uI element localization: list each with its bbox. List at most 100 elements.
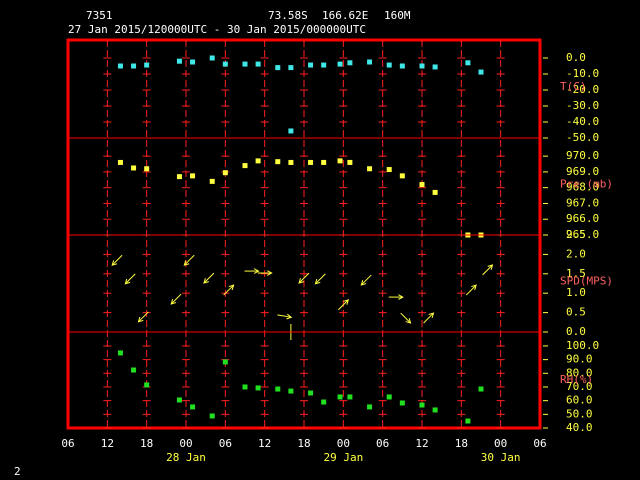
wind-arrow	[170, 293, 182, 305]
point	[308, 390, 314, 396]
date-label: 30 Jan	[481, 451, 521, 464]
point	[288, 128, 294, 134]
y-tick-label: 966.0	[566, 212, 599, 225]
point	[308, 159, 314, 165]
point	[465, 418, 471, 424]
point	[432, 189, 438, 195]
point	[242, 61, 248, 67]
point	[209, 413, 215, 419]
wind-arrow	[400, 312, 412, 324]
arrow-part	[314, 278, 321, 285]
date-label: 28 Jan	[166, 451, 206, 464]
x-tick-label: 06	[376, 437, 389, 450]
arrow-part	[183, 254, 195, 266]
point	[321, 399, 327, 405]
y-tick-label: 1.5	[566, 267, 586, 280]
wind-arrow	[482, 264, 494, 276]
arrow-part	[183, 260, 190, 266]
arrow-part	[286, 313, 293, 320]
wind-arrow	[277, 313, 293, 320]
arrow-part	[277, 314, 292, 318]
x-tick-label: 00	[494, 437, 507, 450]
y-tick-label: 0.5	[566, 306, 586, 319]
x-tick-label: 06	[533, 437, 546, 450]
y-tick-label: 0.0	[566, 325, 586, 338]
point	[419, 402, 425, 408]
point	[117, 63, 123, 69]
wind-arrow	[298, 272, 310, 284]
point	[176, 397, 182, 403]
point	[255, 158, 261, 164]
arrow-part	[223, 284, 234, 296]
point	[190, 404, 196, 410]
point	[242, 163, 248, 169]
x-tick-label: 06	[219, 437, 232, 450]
y-tick-label: 100.0	[566, 339, 599, 352]
x-tick-label: 12	[415, 437, 428, 450]
point	[275, 386, 281, 392]
wind-arrow	[465, 284, 477, 296]
arrow-part	[228, 284, 235, 291]
point	[144, 62, 150, 68]
arrow-part	[315, 273, 326, 285]
arrow-part	[400, 312, 411, 324]
point	[386, 62, 392, 68]
point	[288, 159, 294, 165]
latitude: 73.58S	[268, 9, 308, 22]
y-tick-label: 1.0	[566, 286, 586, 299]
point	[399, 400, 405, 406]
point	[367, 404, 373, 410]
arrow-part	[465, 284, 477, 296]
arrow-part	[343, 299, 350, 305]
wind-arrow	[223, 284, 235, 296]
point	[347, 159, 353, 165]
point	[347, 394, 353, 400]
arrow-part	[138, 311, 149, 323]
arrow-part	[428, 312, 435, 319]
y-tick-label: 967.0	[566, 196, 599, 209]
y-tick-label: 50.0	[566, 407, 593, 420]
y-tick-label: 70.0	[566, 380, 593, 393]
y-tick-label: 968.0	[566, 181, 599, 194]
arrow-part	[487, 264, 494, 270]
wind-arrow	[257, 270, 273, 276]
date-label: 29 Jan	[323, 451, 363, 464]
arrow-part	[124, 273, 136, 285]
y-tick-label: 60.0	[566, 394, 593, 407]
station-id: 7351	[86, 9, 113, 22]
arrow-part	[298, 278, 304, 284]
point	[242, 384, 248, 390]
point	[321, 62, 327, 68]
wind-arrow	[360, 274, 372, 286]
point	[419, 182, 425, 188]
y-tick-label: 40.0	[566, 421, 593, 434]
point	[337, 61, 343, 67]
x-tick-label: 18	[297, 437, 310, 450]
point	[255, 61, 261, 67]
point	[190, 173, 196, 179]
point	[176, 174, 182, 180]
arrow-part	[471, 284, 477, 291]
arrow-part	[203, 278, 209, 284]
x-tick-label: 00	[179, 437, 192, 450]
point	[288, 65, 294, 71]
point	[478, 69, 484, 75]
point	[117, 350, 123, 356]
point	[367, 59, 373, 65]
arrow-part	[203, 272, 215, 284]
arrow-part	[170, 293, 182, 305]
arrow-part	[360, 280, 367, 286]
x-tick-label: 12	[258, 437, 271, 450]
point	[478, 386, 484, 392]
arrow-part	[267, 270, 273, 276]
y-tick-label: 0.0	[566, 51, 586, 64]
point	[419, 63, 425, 69]
point	[308, 62, 314, 68]
point	[337, 394, 343, 400]
point	[347, 60, 353, 66]
wind-arrow	[423, 312, 435, 324]
wind-arrow	[137, 311, 149, 323]
arrow-part	[253, 268, 260, 274]
y-tick-label: 969.0	[566, 165, 599, 178]
point	[209, 55, 215, 61]
